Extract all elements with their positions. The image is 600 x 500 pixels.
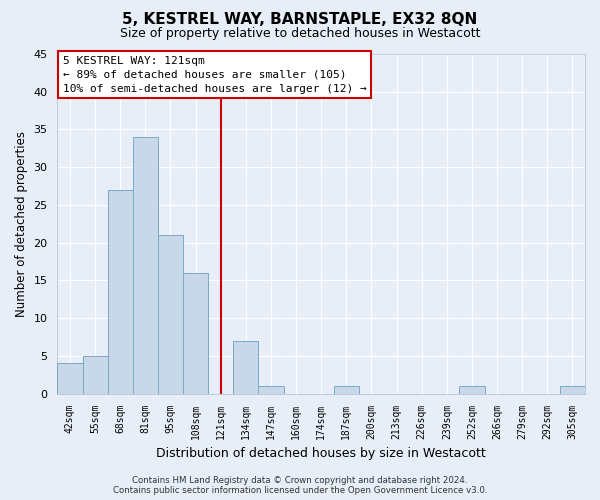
Bar bbox=[133, 137, 158, 394]
Bar bbox=[259, 386, 284, 394]
Bar bbox=[460, 386, 485, 394]
Bar bbox=[83, 356, 107, 394]
Bar bbox=[183, 273, 208, 394]
Bar bbox=[107, 190, 133, 394]
Bar bbox=[158, 235, 183, 394]
Text: 5 KESTREL WAY: 121sqm
← 89% of detached houses are smaller (105)
10% of semi-det: 5 KESTREL WAY: 121sqm ← 89% of detached … bbox=[62, 56, 367, 94]
Y-axis label: Number of detached properties: Number of detached properties bbox=[15, 131, 28, 317]
Bar bbox=[58, 364, 83, 394]
Text: Contains HM Land Registry data © Crown copyright and database right 2024.
Contai: Contains HM Land Registry data © Crown c… bbox=[113, 476, 487, 495]
Bar bbox=[233, 341, 259, 394]
Bar bbox=[334, 386, 359, 394]
Text: Size of property relative to detached houses in Westacott: Size of property relative to detached ho… bbox=[120, 28, 480, 40]
X-axis label: Distribution of detached houses by size in Westacott: Distribution of detached houses by size … bbox=[157, 447, 486, 460]
Bar bbox=[560, 386, 585, 394]
Text: 5, KESTREL WAY, BARNSTAPLE, EX32 8QN: 5, KESTREL WAY, BARNSTAPLE, EX32 8QN bbox=[122, 12, 478, 28]
